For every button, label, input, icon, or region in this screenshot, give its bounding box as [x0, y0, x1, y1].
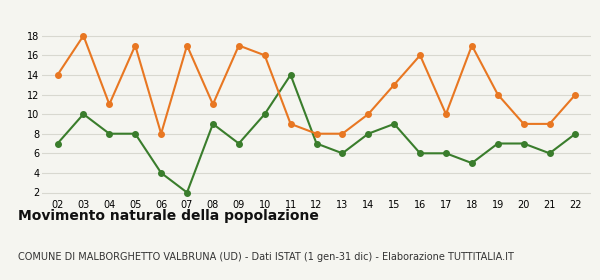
Nascite [442, 152, 449, 155]
Decessi [494, 93, 502, 96]
Nascite [416, 152, 424, 155]
Nascite [494, 142, 502, 145]
Nascite [80, 113, 87, 116]
Nascite [158, 171, 165, 175]
Text: COMUNE DI MALBORGHETTO VALBRUNA (UD) - Dati ISTAT (1 gen-31 dic) - Elaborazione : COMUNE DI MALBORGHETTO VALBRUNA (UD) - D… [18, 252, 514, 262]
Text: Movimento naturale della popolazione: Movimento naturale della popolazione [18, 209, 319, 223]
Decessi [287, 122, 294, 126]
Line: Nascite: Nascite [55, 72, 578, 195]
Decessi [80, 34, 87, 38]
Decessi [106, 103, 113, 106]
Decessi [209, 103, 217, 106]
Decessi [184, 44, 191, 47]
Nascite [106, 132, 113, 136]
Decessi [520, 122, 527, 126]
Nascite [313, 142, 320, 145]
Decessi [365, 113, 372, 116]
Nascite [365, 132, 372, 136]
Decessi [131, 44, 139, 47]
Nascite [184, 191, 191, 194]
Decessi [546, 122, 553, 126]
Nascite [339, 152, 346, 155]
Nascite [209, 122, 217, 126]
Decessi [235, 44, 242, 47]
Decessi [313, 132, 320, 136]
Decessi [158, 132, 165, 136]
Nascite [468, 161, 475, 165]
Nascite [520, 142, 527, 145]
Nascite [546, 152, 553, 155]
Line: Decessi: Decessi [55, 33, 578, 136]
Nascite [572, 132, 579, 136]
Nascite [261, 113, 268, 116]
Decessi [468, 44, 475, 47]
Decessi [572, 93, 579, 96]
Nascite [131, 132, 139, 136]
Nascite [287, 73, 294, 77]
Decessi [391, 83, 398, 87]
Decessi [54, 73, 61, 77]
Decessi [339, 132, 346, 136]
Nascite [54, 142, 61, 145]
Nascite [391, 122, 398, 126]
Decessi [442, 113, 449, 116]
Decessi [416, 54, 424, 57]
Decessi [261, 54, 268, 57]
Nascite [235, 142, 242, 145]
